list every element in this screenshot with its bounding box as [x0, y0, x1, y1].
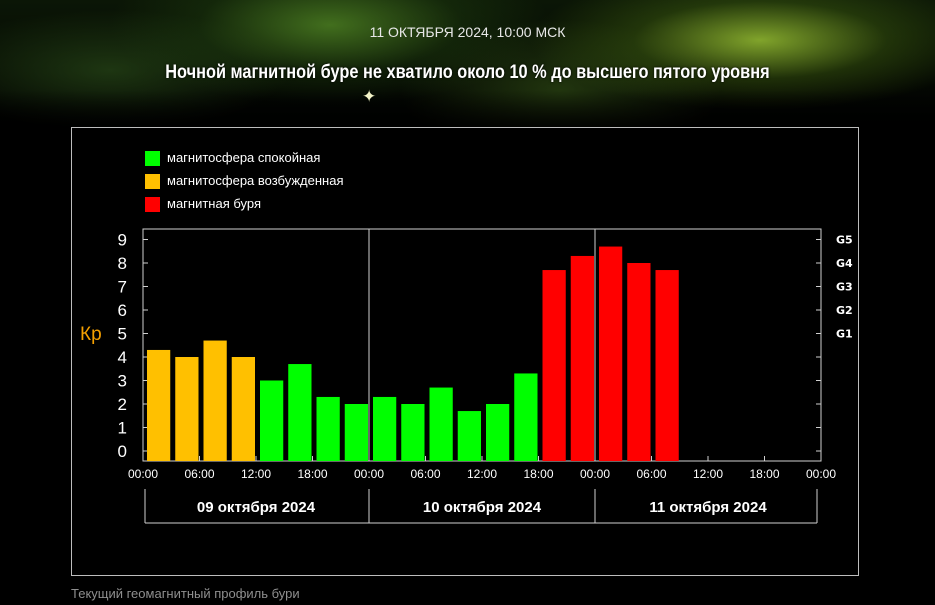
x-tick-label: 18:00 [297, 467, 327, 481]
kp-bar-excited [147, 349, 171, 461]
legend-label-storm: магнитная буря [167, 196, 262, 211]
legend-swatch-calm [145, 151, 160, 166]
g-level-label: G4 [836, 257, 853, 270]
y-tick-label: 7 [118, 278, 127, 297]
y-tick-label: 9 [118, 231, 127, 250]
g-level-label: G3 [836, 281, 853, 294]
star-icon: ✦ [362, 87, 377, 106]
kp-bar-calm [514, 373, 538, 461]
kp-bar-calm [373, 396, 397, 461]
day-label: 11 октября 2024 [649, 499, 767, 516]
y-axis-label: Кp [80, 324, 102, 345]
kp-bar-calm [260, 380, 284, 461]
x-tick-label: 06:00 [184, 467, 214, 481]
x-tick-label: 18:00 [749, 467, 779, 481]
y-tick-label: 1 [118, 419, 127, 438]
x-tick-label: 06:00 [636, 467, 666, 481]
y-tick-label: 2 [118, 395, 127, 414]
y-tick-label: 0 [118, 442, 127, 461]
y-tick-label: 6 [118, 301, 127, 320]
kp-bar-calm [486, 404, 510, 461]
y-tick-label: 8 [118, 254, 127, 273]
chart-frame [71, 127, 859, 576]
kp-bar-calm [429, 387, 453, 461]
kp-bar-storm [599, 246, 623, 461]
x-tick-label: 00:00 [806, 467, 836, 481]
page-title: Ночной магнитной буре не хватило около 1… [165, 62, 770, 83]
g-level-label: G2 [836, 304, 853, 317]
x-tick-label: 12:00 [693, 467, 723, 481]
y-tick-label: 4 [118, 348, 127, 367]
kp-bar-calm [457, 411, 481, 461]
kp-bar-storm [627, 263, 651, 461]
chart-caption: Текущий геомагнитный профиль бури [71, 586, 300, 601]
legend-label-calm: магнитосфера спокойная [167, 150, 321, 165]
kp-bar-storm [542, 270, 566, 461]
x-tick-label: 12:00 [467, 467, 497, 481]
x-tick-label: 00:00 [580, 467, 610, 481]
kp-bar-calm [401, 404, 425, 461]
kp-bar-storm [655, 270, 679, 461]
x-tick-label: 12:00 [241, 467, 271, 481]
x-tick-label: 06:00 [410, 467, 440, 481]
kp-bar-calm [316, 396, 340, 461]
kp-bar-calm [344, 404, 368, 461]
day-label: 10 октября 2024 [423, 499, 542, 516]
y-tick-label: 3 [118, 372, 127, 391]
legend-swatch-excited [145, 174, 160, 189]
x-tick-label: 18:00 [523, 467, 553, 481]
g-level-label: G1 [836, 328, 853, 341]
x-tick-label: 00:00 [354, 467, 384, 481]
legend-swatch-storm [145, 197, 160, 212]
report-date: 11 ОКТЯБРЯ 2024, 10:00 МСК [369, 24, 566, 40]
legend-label-excited: магнитосфера возбужденная [167, 173, 344, 188]
x-tick-label: 00:00 [128, 467, 158, 481]
kp-bar-storm [570, 255, 594, 461]
kp-bar-excited [231, 357, 255, 461]
day-label: 09 октября 2024 [197, 499, 316, 516]
kp-bar-calm [288, 364, 312, 461]
g-level-label: G5 [836, 234, 853, 247]
kp-bar-excited [175, 357, 199, 461]
y-tick-label: 5 [118, 325, 127, 344]
kp-bar-excited [203, 340, 227, 461]
